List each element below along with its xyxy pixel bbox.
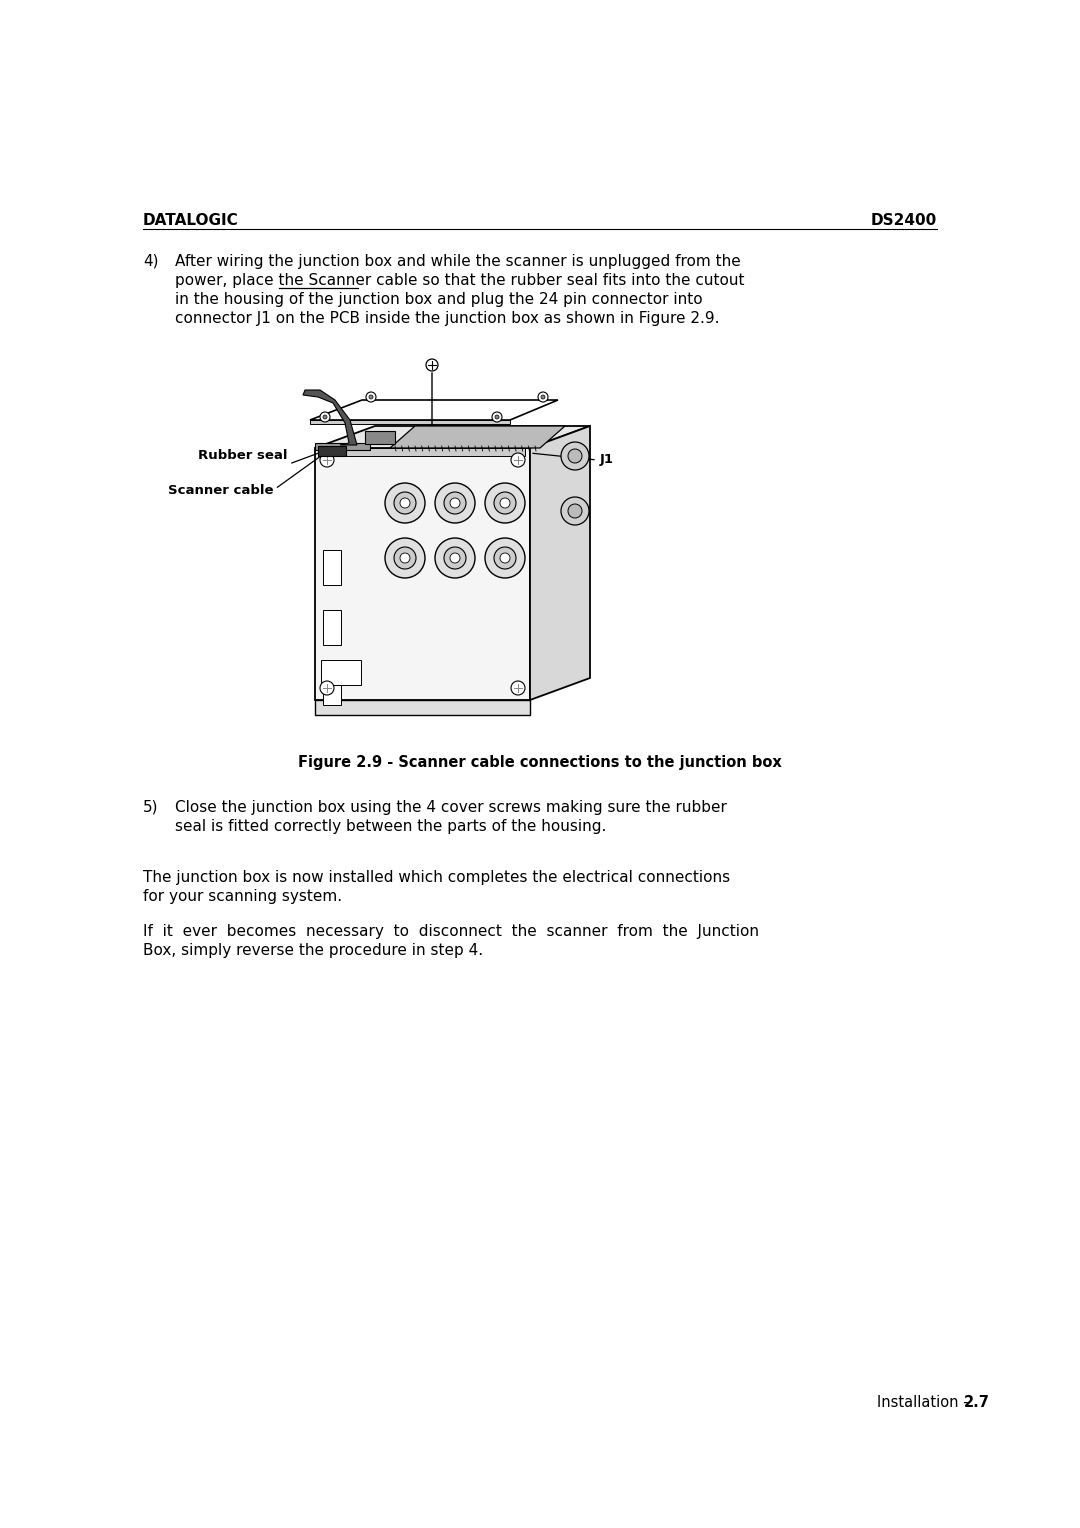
Circle shape bbox=[450, 498, 460, 507]
Circle shape bbox=[538, 393, 548, 402]
Circle shape bbox=[444, 547, 465, 568]
Polygon shape bbox=[315, 700, 530, 715]
Polygon shape bbox=[310, 420, 510, 423]
Circle shape bbox=[485, 483, 525, 523]
Text: 2.7: 2.7 bbox=[964, 1395, 990, 1410]
Polygon shape bbox=[303, 390, 357, 445]
Circle shape bbox=[320, 681, 334, 695]
Circle shape bbox=[320, 413, 330, 422]
Circle shape bbox=[561, 497, 589, 526]
Bar bbox=[321, 660, 361, 685]
Circle shape bbox=[511, 452, 525, 468]
Polygon shape bbox=[315, 448, 530, 700]
Circle shape bbox=[394, 547, 416, 568]
Circle shape bbox=[366, 393, 376, 402]
Circle shape bbox=[384, 538, 426, 578]
Polygon shape bbox=[390, 426, 565, 448]
Text: Figure 2.9 - Scanner cable connections to the junction box: Figure 2.9 - Scanner cable connections t… bbox=[298, 755, 782, 770]
Circle shape bbox=[426, 359, 438, 371]
Circle shape bbox=[323, 416, 327, 419]
Text: connector J1 on the PCB inside the junction box as shown in Figure 2.9.: connector J1 on the PCB inside the junct… bbox=[175, 312, 719, 325]
Circle shape bbox=[492, 413, 502, 422]
Circle shape bbox=[400, 498, 410, 507]
Text: Rubber seal: Rubber seal bbox=[198, 449, 287, 461]
Circle shape bbox=[494, 492, 516, 513]
Text: 5): 5) bbox=[143, 801, 159, 814]
Bar bbox=[323, 550, 341, 585]
Circle shape bbox=[568, 449, 582, 463]
Text: for your scanning system.: for your scanning system. bbox=[143, 889, 342, 905]
Polygon shape bbox=[310, 400, 558, 420]
Text: in the housing of the junction box and plug the 24 pin connector into: in the housing of the junction box and p… bbox=[175, 292, 703, 307]
Text: Scanner cable: Scanner cable bbox=[167, 484, 273, 497]
Text: power, place the Scanner cable so that the rubber seal fits into the cutout: power, place the Scanner cable so that t… bbox=[175, 274, 744, 287]
Circle shape bbox=[485, 538, 525, 578]
Polygon shape bbox=[315, 443, 370, 451]
Polygon shape bbox=[320, 448, 525, 455]
Text: The junction box is now installed which completes the electrical connections: The junction box is now installed which … bbox=[143, 869, 730, 885]
Text: Box, simply reverse the procedure in step 4.: Box, simply reverse the procedure in ste… bbox=[143, 943, 483, 958]
Text: After wiring the junction box and while the scanner is unplugged from the: After wiring the junction box and while … bbox=[175, 254, 741, 269]
Text: Installation -: Installation - bbox=[877, 1395, 973, 1410]
Circle shape bbox=[500, 553, 510, 562]
Text: seal is fitted correctly between the parts of the housing.: seal is fitted correctly between the par… bbox=[175, 819, 606, 834]
Text: Close the junction box using the 4 cover screws making sure the rubber: Close the junction box using the 4 cover… bbox=[175, 801, 727, 814]
Text: If  it  ever  becomes  necessary  to  disconnect  the  scanner  from  the  Junct: If it ever becomes necessary to disconne… bbox=[143, 924, 759, 940]
Text: 4): 4) bbox=[143, 254, 159, 269]
Circle shape bbox=[568, 504, 582, 518]
Circle shape bbox=[320, 452, 334, 468]
Bar bbox=[323, 669, 341, 704]
Circle shape bbox=[541, 396, 545, 399]
Circle shape bbox=[500, 498, 510, 507]
Polygon shape bbox=[315, 426, 590, 448]
Circle shape bbox=[384, 483, 426, 523]
Circle shape bbox=[435, 538, 475, 578]
Circle shape bbox=[400, 553, 410, 562]
Text: DS2400: DS2400 bbox=[870, 212, 937, 228]
Circle shape bbox=[494, 547, 516, 568]
Bar bbox=[323, 610, 341, 645]
Text: DATALOGIC: DATALOGIC bbox=[143, 212, 239, 228]
Polygon shape bbox=[365, 431, 395, 445]
Circle shape bbox=[435, 483, 475, 523]
Circle shape bbox=[511, 681, 525, 695]
Bar bbox=[318, 446, 346, 455]
Polygon shape bbox=[530, 426, 590, 700]
Circle shape bbox=[561, 442, 589, 471]
Circle shape bbox=[450, 553, 460, 562]
Circle shape bbox=[394, 492, 416, 513]
Circle shape bbox=[444, 492, 465, 513]
Circle shape bbox=[369, 396, 373, 399]
Text: J1: J1 bbox=[600, 454, 615, 466]
Circle shape bbox=[495, 416, 499, 419]
